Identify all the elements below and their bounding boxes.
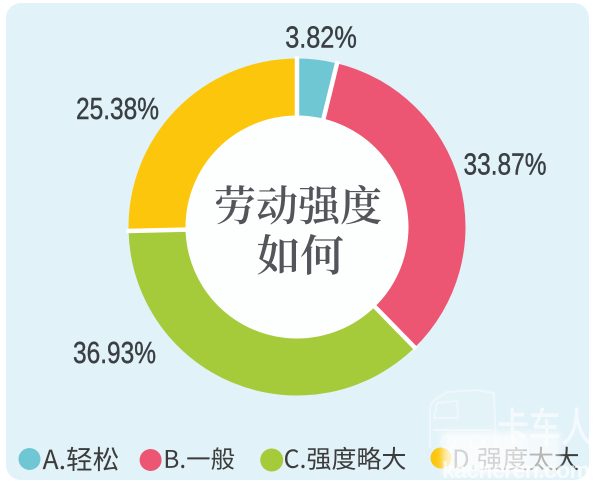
svg-text:3.82%: 3.82%	[285, 19, 357, 54]
svg-text:36.93%: 36.93%	[73, 335, 156, 369]
svg-text:33.87%: 33.87%	[464, 147, 547, 181]
svg-text:kacheren.com: kacheren.com	[442, 457, 590, 483]
svg-text:25.38%: 25.38%	[76, 91, 159, 125]
